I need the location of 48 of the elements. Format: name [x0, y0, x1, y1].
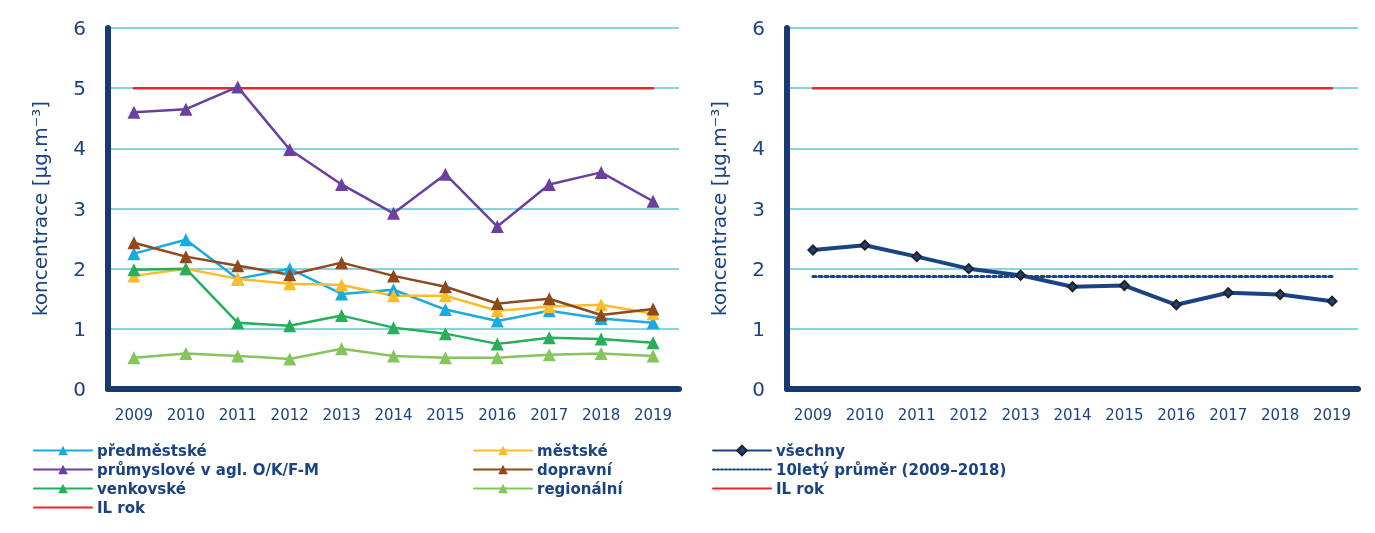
x-tick-label: 2014	[1053, 405, 1092, 424]
y-tick-label: 6	[752, 16, 765, 40]
x-tick-label: 2013	[322, 405, 361, 424]
x-tick-label: 2015	[426, 405, 465, 424]
y-tick-label: 3	[73, 196, 86, 221]
x-tick-label: 2017	[1209, 405, 1248, 424]
x-tick-label: 2009	[114, 405, 154, 424]
x-tick-label: 2019	[1312, 405, 1352, 424]
legend-label: regionální	[537, 479, 624, 498]
y-tick-label: 2	[752, 256, 765, 281]
x-tick-label: 2009	[793, 405, 833, 424]
y-tick-label: 6	[73, 16, 86, 40]
y-tick-label: 0	[73, 377, 86, 401]
legend-label: 10letý průměr (2009–2018)	[776, 460, 1007, 479]
x-tick-label: 2012	[949, 405, 988, 424]
x-tick-label: 2014	[374, 405, 413, 424]
x-tick-label: 2011	[218, 405, 257, 424]
y-tick-label: 1	[73, 316, 86, 341]
x-tick-label: 2018	[1261, 405, 1300, 424]
y-tick-label: 3	[752, 196, 765, 221]
x-tick-label: 2017	[530, 405, 569, 424]
y-axis-title: koncentrace [µg.m⁻³]	[707, 100, 731, 317]
y-tick-label: 2	[73, 256, 86, 281]
y-tick-label: 4	[73, 136, 86, 161]
x-tick-label: 2013	[1001, 405, 1040, 424]
x-tick-label: 2011	[897, 405, 936, 424]
y-tick-label: 4	[752, 136, 765, 161]
x-tick-label: 2010	[845, 405, 884, 424]
y-tick-label: 5	[752, 76, 765, 101]
y-tick-label: 0	[752, 377, 765, 401]
legend-label: venkovské	[97, 479, 186, 498]
x-tick-label: 2015	[1105, 405, 1144, 424]
x-tick-label: 2018	[582, 405, 621, 424]
legend-label: dopravní	[537, 460, 613, 479]
y-tick-label: 1	[752, 316, 765, 341]
y-tick-label: 5	[73, 76, 86, 101]
legend-label: průmyslové v agl. O/K/F-M	[97, 460, 319, 479]
legend-label: IL rok	[776, 479, 826, 498]
legend-label: městské	[537, 441, 608, 460]
x-tick-label: 2019	[633, 405, 673, 424]
legend-label: všechny	[776, 441, 846, 460]
legend-label: předměstské	[97, 441, 207, 460]
legend-label: IL rok	[97, 498, 147, 517]
x-tick-label: 2012	[270, 405, 309, 424]
x-tick-label: 2010	[166, 405, 205, 424]
y-axis-title: koncentrace [µg.m⁻³]	[28, 100, 52, 317]
x-tick-label: 2016	[1157, 405, 1196, 424]
x-tick-label: 2016	[478, 405, 517, 424]
